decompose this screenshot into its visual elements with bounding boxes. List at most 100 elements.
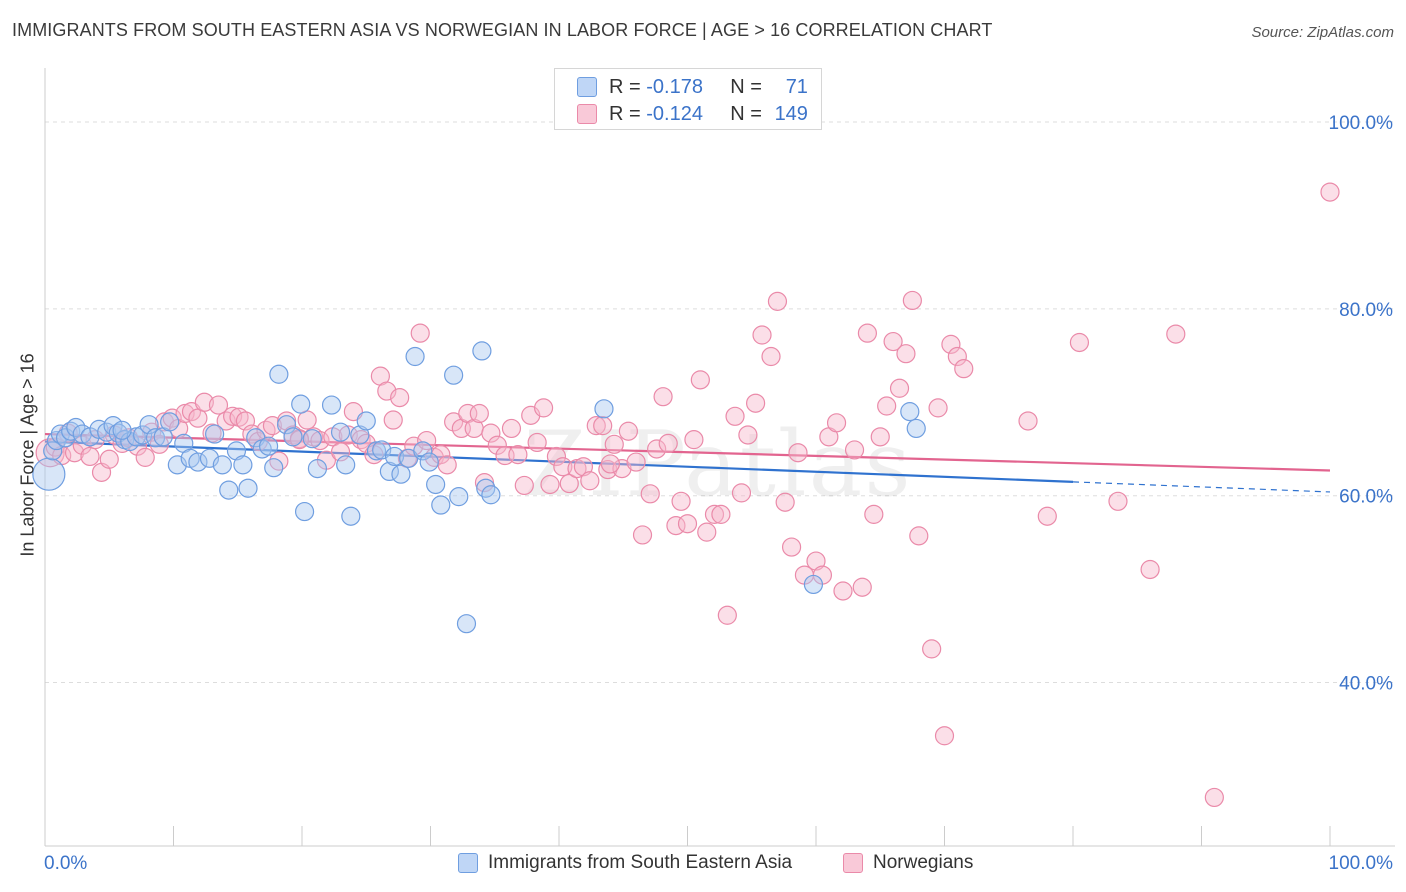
data-point: [472, 341, 492, 361]
data-point: [294, 501, 315, 522]
data-point: [437, 455, 457, 475]
data-point: [431, 495, 451, 515]
data-point: [291, 394, 311, 414]
data-point: [431, 444, 451, 465]
data-point: [258, 436, 279, 456]
x-tick-label: 0.0%: [44, 853, 87, 874]
data-point: [405, 346, 425, 367]
data-point: [896, 344, 916, 364]
r-value: -0.178: [646, 75, 703, 98]
data-point: [330, 422, 351, 442]
pink-swatch: [843, 853, 863, 873]
data-point: [677, 514, 698, 534]
data-point: [864, 504, 884, 524]
data-point: [481, 485, 501, 505]
data-point: [283, 427, 303, 447]
bottom-legend-pink: Norwegians: [843, 852, 973, 874]
y-axis-label: In Labor Force | Age > 16: [17, 353, 38, 557]
y-tick-label: 80.0%: [1339, 300, 1393, 321]
data-point: [233, 455, 253, 475]
y-tick-label: 60.0%: [1339, 487, 1393, 508]
data-point: [417, 430, 437, 451]
data-point: [725, 406, 745, 426]
data-point: [99, 449, 119, 469]
n-label: N =: [730, 75, 762, 98]
data-point: [321, 395, 342, 415]
data-point: [546, 446, 567, 467]
data-point: [909, 526, 929, 546]
n-value: 149: [774, 102, 808, 125]
data-point: [514, 475, 534, 496]
y-tick-label: 100.0%: [1329, 113, 1394, 134]
data-point: [302, 429, 322, 449]
data-point: [307, 459, 328, 479]
data-point: [533, 398, 554, 418]
data-point: [618, 421, 638, 441]
data-point: [900, 402, 920, 422]
data-point: [844, 440, 865, 460]
data-point: [857, 323, 878, 343]
data-point: [746, 393, 766, 413]
legend-row-pink: R = -0.124 N = 149: [577, 102, 808, 126]
data-point: [947, 346, 967, 367]
correlation-legend: R = -0.178 N = 71 R = -0.124 N = 149: [554, 68, 822, 130]
data-point: [338, 425, 358, 445]
data-point: [580, 471, 600, 491]
x-tick-label: 100.0%: [1329, 853, 1394, 874]
chart-source: Source: ZipAtlas.com: [1251, 24, 1394, 41]
data-point: [456, 614, 477, 634]
data-point: [954, 359, 974, 379]
data-point: [135, 447, 155, 467]
data-point: [671, 491, 691, 511]
data-point: [223, 406, 243, 426]
data-point: [902, 290, 922, 311]
y-tick-label: 40.0%: [1339, 674, 1393, 695]
data-point: [426, 474, 446, 495]
data-point: [226, 441, 247, 461]
legend-label-pink: Norwegians: [873, 852, 974, 873]
data-point: [600, 454, 621, 474]
data-point: [469, 403, 489, 424]
data-point: [64, 443, 85, 463]
data-point: [444, 412, 464, 432]
data-point: [476, 478, 496, 498]
data-point: [1069, 332, 1090, 353]
n-label: N =: [730, 102, 762, 125]
data-point: [928, 398, 948, 418]
data-point: [1140, 559, 1160, 580]
data-point: [761, 346, 781, 367]
data-point: [391, 464, 411, 484]
data-point: [697, 522, 717, 542]
data-point: [553, 457, 573, 477]
data-point: [194, 392, 214, 412]
r-label: R =: [609, 75, 641, 98]
data-point: [934, 726, 955, 746]
data-point: [941, 334, 961, 354]
data-point: [356, 411, 376, 431]
data-point: [112, 420, 132, 440]
data-point: [684, 430, 704, 450]
axes: [44, 68, 1395, 847]
data-point: [573, 457, 594, 477]
tick-labels: 100.0% 80.0% 60.0% 40.0% 0.0% 100.0%: [44, 113, 1393, 874]
data-point: [481, 423, 501, 443]
data-point: [343, 402, 363, 422]
blue-swatch: [577, 77, 597, 97]
data-point: [61, 421, 81, 441]
data-point: [1204, 787, 1224, 808]
series-norwegians: [35, 182, 1340, 808]
data-point: [922, 639, 942, 659]
data-point: [877, 396, 897, 416]
data-point: [806, 551, 826, 571]
data-point: [752, 325, 772, 345]
data-point: [632, 525, 653, 545]
trend-line-extrapolated: [1072, 481, 1331, 493]
legend-row-blue: R = -0.178 N = 71: [577, 75, 808, 99]
data-point: [653, 387, 673, 407]
data-point: [781, 537, 802, 557]
data-point: [487, 435, 507, 455]
data-point: [410, 323, 430, 343]
data-point: [508, 444, 528, 465]
data-point: [310, 430, 330, 451]
series-immigrants-sea: [32, 341, 926, 634]
